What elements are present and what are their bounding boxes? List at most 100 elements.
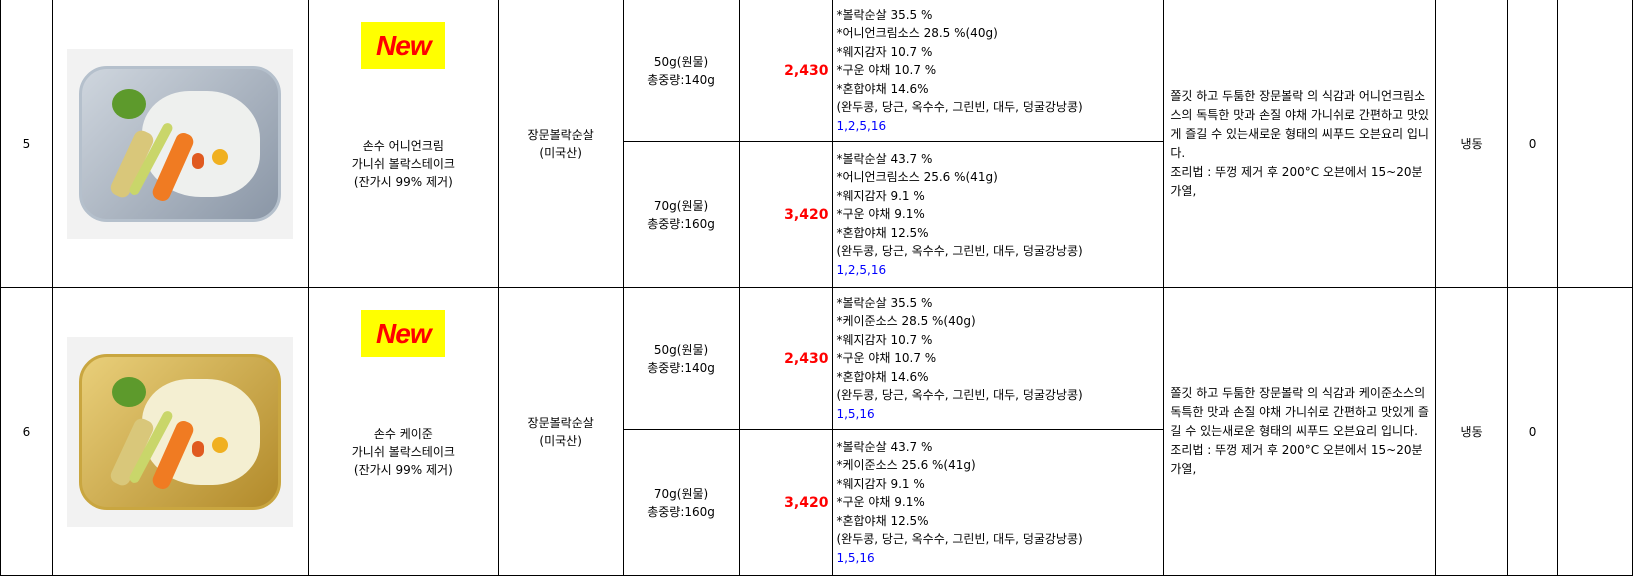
cell-text: 70g(원물) xyxy=(653,486,709,501)
cell-text: 6 xyxy=(22,424,31,439)
cell-text: *구운 야채 10.7 % xyxy=(836,351,937,366)
allergen-codes: 1,2,5,16 xyxy=(836,262,887,277)
cell-text: 쫄깃 하고 두툼한 장문볼락 의 식감과 어니언크림소스의 독특한 맛과 손질 … xyxy=(1170,88,1429,160)
cell-text: 0 xyxy=(1528,424,1537,439)
quantity: 0 xyxy=(1507,0,1558,288)
cell-text: New xyxy=(376,29,432,61)
cell-text: (잔가시 99% 제거) xyxy=(353,462,453,477)
cell-text: 냉동 xyxy=(1460,425,1483,439)
variant-weight: 50g(원물) 총중량:140g xyxy=(622,0,740,142)
cell-text: *케이준소스 25.6 %(41g) xyxy=(836,458,976,473)
variant-price: 2,430 xyxy=(738,0,834,142)
product-subrow: 70g(원물) 총중량:160g 3,420 *볼락순살 43.7 % *케이준소스… xyxy=(1,429,1633,576)
empty-cell xyxy=(1557,0,1633,288)
new-badge: New xyxy=(361,310,446,357)
cell-text: 70g(원물) xyxy=(653,198,709,213)
cell-text: 조리법 : 뚜껑 제거 후 200°C 오븐에서 15~20분 가열, xyxy=(1170,443,1423,476)
cell-text: *구운 야채 9.1% xyxy=(836,207,925,222)
product-photo xyxy=(51,287,309,576)
cell-text: 50g(원물) xyxy=(653,54,709,69)
row-number: 6 xyxy=(0,287,53,576)
cell-text: 쫄깃 하고 두툼한 장문볼락 의 식감과 케이준소스의 독특한 맛과 손질 야채… xyxy=(1170,386,1429,438)
cell-text: 장문볼락순살 xyxy=(527,415,594,430)
cell-text: *혼합야채 14.6% xyxy=(836,369,929,384)
cell-text: *볼락순살 43.7 % xyxy=(836,439,933,454)
cell-text: 0 xyxy=(1528,136,1537,151)
cell-text: 손수 어니언크림 xyxy=(362,138,444,153)
cell-text: (미국산) xyxy=(539,145,582,160)
cell-text: (완두콩, 당근, 옥수수, 그린빈, 대두, 덩굴강낭콩) xyxy=(836,100,1083,115)
product-subrow: 70g(원물) 총중량:160g 3,420 *볼락순살 43.7 % *어니언크림… xyxy=(1,141,1633,288)
cell-text: 손수 케이준 xyxy=(373,426,433,441)
cell-text: (미국산) xyxy=(539,433,582,448)
variant-weight: 70g(원물) 총중량:160g xyxy=(622,141,740,288)
cell-text: *구운 야채 9.1% xyxy=(836,495,925,510)
cell-text: *웨지감자 9.1 % xyxy=(836,188,925,203)
cell-text: *볼락순살 43.7 % xyxy=(836,151,933,166)
cell-text: 5 xyxy=(22,136,31,151)
cell-text: 3,420 xyxy=(784,206,829,223)
cell-text: 총중량:160g xyxy=(647,216,715,231)
row-number: 5 xyxy=(0,0,53,288)
cell-text: *혼합야채 12.5% xyxy=(836,513,929,528)
origin: 장문볼락순살 (미국산) xyxy=(497,287,624,576)
origin: 장문볼락순살 (미국산) xyxy=(497,0,624,288)
cell-text: *볼락순살 35.5 % xyxy=(836,7,933,22)
cell-text: 가니쉬 볼락스테이크 xyxy=(351,444,455,459)
cell-text: 가니쉬 볼락스테이크 xyxy=(351,156,455,171)
cell-text: 총중량:160g xyxy=(647,504,715,519)
cell-text: New xyxy=(376,317,432,349)
allergen-codes: 1,5,16 xyxy=(836,550,875,565)
cell-text: 2,430 xyxy=(784,350,829,367)
storage-type: 냉동 xyxy=(1435,0,1509,288)
variant-price: 3,420 xyxy=(738,429,834,576)
cell-text: 총중량:140g xyxy=(647,360,715,375)
cell-text: (완두콩, 당근, 옥수수, 그린빈, 대두, 덩굴강낭콩) xyxy=(836,244,1083,259)
cell-text: 3,420 xyxy=(784,494,829,511)
cell-text: 50g(원물) xyxy=(653,342,709,357)
cell-text: 조리법 : 뚜껑 제거 후 200°C 오븐에서 15~20분 가열, xyxy=(1170,164,1423,198)
cell-text: (완두콩, 당근, 옥수수, 그린빈, 대두, 덩굴강낭콩) xyxy=(836,388,1083,403)
cell-text: 2,430 xyxy=(784,62,829,79)
food-tray-image xyxy=(79,353,282,510)
cell-text: *혼합야채 14.6% xyxy=(836,81,929,96)
cell-text: *케이준소스 28.5 %(40g) xyxy=(836,314,976,329)
cell-text: 총중량:140g xyxy=(647,72,715,87)
cell-text: *어니언크림소스 28.5 %(40g) xyxy=(836,26,998,41)
ingredients: *볼락순살 35.5 % *케이준소스 28.5 %(40g) *웨지감자 10.7… xyxy=(832,287,1165,430)
allergen-codes: 1,5,16 xyxy=(836,406,875,421)
variant-weight: 50g(원물) 총중량:140g xyxy=(622,287,740,430)
ingredients: *볼락순살 43.7 % *어니언크림소스 25.6 %(41g) *웨지감자 9.… xyxy=(832,141,1165,288)
allergen-codes: 1,2,5,16 xyxy=(836,118,887,133)
ingredients: *볼락순살 35.5 % *어니언크림소스 28.5 %(40g) *웨지감자 10… xyxy=(832,0,1165,142)
cell-text: *볼락순살 35.5 % xyxy=(836,295,933,310)
cell-text: *웨지감자 9.1 % xyxy=(836,476,925,491)
ingredients: *볼락순살 43.7 % *케이준소스 25.6 %(41g) *웨지감자 9.1 … xyxy=(832,429,1165,576)
cell-text: *구운 야채 10.7 % xyxy=(836,63,937,78)
variant-weight: 70g(원물) 총중량:160g xyxy=(622,429,740,576)
product-photo xyxy=(51,0,309,288)
cell-text: *웨지감자 10.7 % xyxy=(836,44,933,59)
variant-price: 2,430 xyxy=(738,287,834,430)
food-tray-image xyxy=(79,65,282,222)
cell-text: 장문볼락순살 xyxy=(527,127,594,142)
variant-price: 3,420 xyxy=(738,141,834,288)
new-badge: New xyxy=(361,22,446,69)
cell-text: *혼합야채 12.5% xyxy=(836,225,929,240)
cell-text: 냉동 xyxy=(1460,137,1483,151)
cell-text: *어니언크림소스 25.6 %(41g) xyxy=(836,170,998,185)
cell-text: (잔가시 99% 제거) xyxy=(353,174,453,189)
cell-text: (완두콩, 당근, 옥수수, 그린빈, 대두, 덩굴강낭콩) xyxy=(836,532,1083,547)
empty-cell xyxy=(1557,287,1633,576)
storage-type: 냉동 xyxy=(1435,287,1509,576)
cell-text: *웨지감자 10.7 % xyxy=(836,332,933,347)
quantity: 0 xyxy=(1507,287,1558,576)
description: 쫄깃 하고 두툼한 장문볼락 의 식감과 케이준소스의 독특한 맛과 손질 야채… xyxy=(1163,287,1437,576)
